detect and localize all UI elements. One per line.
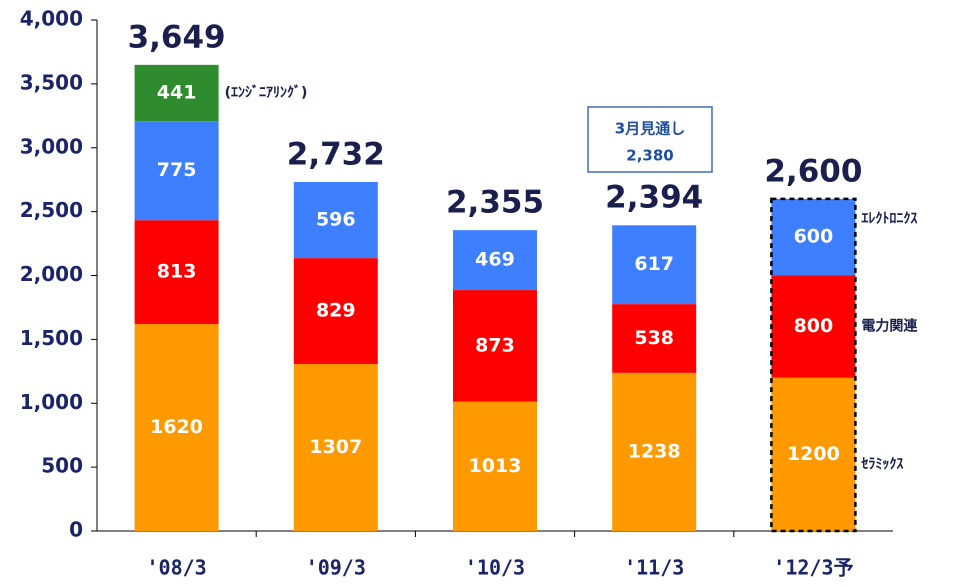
annotation: 3月見通し [615,120,685,138]
legend-label: ｾﾗﾐｯｸｽ [860,456,903,472]
segment-label: 1013 [469,455,522,477]
x-tick-label: '08/3 [146,556,206,580]
segment-label: 469 [475,249,515,271]
y-tick-label: 500 [41,454,83,478]
forecast-outline [770,197,857,533]
y-tick-label: 2,500 [20,198,83,222]
segment-label: 441 [157,82,197,104]
annotation: 2,380 [626,147,673,165]
x-tick-label: '10/3 [465,556,525,580]
bar-segment [453,230,537,291]
y-tick-label: 2,000 [20,262,83,286]
bar-segment [293,364,378,531]
annotation-box [587,106,713,173]
bar-segment [453,290,537,402]
segment-label: 596 [316,209,356,231]
bar-segment [612,372,697,531]
bar-segment [612,304,697,373]
segment-label: 800 [794,315,834,337]
bar-segment [771,275,856,378]
bar-segment [771,198,856,276]
bar-segment [134,324,219,531]
total-label: 2,394 [605,180,703,216]
y-tick-label: 3,500 [20,70,83,94]
bar-segment [134,64,219,122]
total-label: 2,732 [287,136,385,172]
segment-label: 1200 [787,443,840,465]
segment-label: 617 [634,253,674,275]
segment-label: 600 [794,226,834,248]
bar-segment [453,401,537,531]
x-tick-label: '09/3 [306,556,366,580]
y-tick-label: 4,000 [20,7,83,31]
segment-label: 829 [316,300,356,322]
segment-label: 1307 [309,436,362,458]
bar-segment [293,258,378,365]
bar-segment [612,225,697,305]
segment-label: 813 [157,261,197,283]
total-label: 3,649 [128,19,226,55]
legend-label: ｴﾚｸﾄﾛﾆｸｽ [861,211,917,227]
total-label: 2,355 [446,185,544,221]
segment-label: 873 [475,334,515,356]
y-tick-label: 3,000 [20,134,83,158]
total-label: 2,600 [764,153,862,189]
segment-label: 538 [634,327,674,349]
bar-segment [134,121,219,221]
x-tick-label: '12/3予 [773,556,853,580]
legend-label: 電力関連 [861,318,918,335]
y-tick-label: 1,500 [20,326,83,350]
segment-label: 1238 [628,440,681,462]
y-tick-label: 0 [69,518,83,542]
bar-segment [293,181,378,259]
y-tick-label: 1,000 [20,390,83,414]
bar-segment [134,220,219,325]
segment-label: 775 [157,159,197,181]
legend-label: (ｴﾝｼﾞﾆｱﾘﾝｸﾞ) [225,84,308,101]
bar-segment [771,377,856,531]
segment-label: 1620 [150,416,203,438]
x-tick-label: '11/3 [624,556,684,580]
